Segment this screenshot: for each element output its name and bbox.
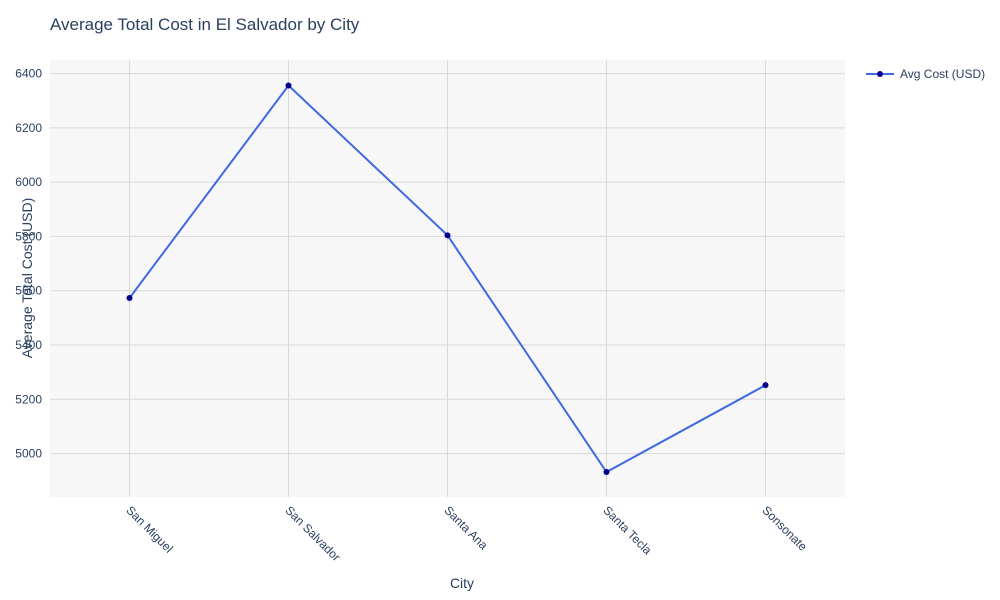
legend[interactable]: Avg Cost (USD)	[866, 67, 985, 81]
data-point[interactable]	[126, 295, 133, 302]
y-tick-label: 5200	[15, 392, 42, 406]
chart-title: Average Total Cost in El Salvador by Cit…	[50, 15, 360, 34]
y-tick-label: 5800	[15, 229, 42, 243]
y-axis-title: Average Total Cost (USD)	[19, 198, 35, 359]
data-point[interactable]	[285, 82, 292, 89]
x-axis-title: City	[450, 575, 474, 591]
series-markers	[126, 82, 769, 476]
y-tick-label: 5400	[15, 338, 42, 352]
y-axis-ticks: 5000 5200 5400 5600 5800 6000 6200 6400	[15, 67, 42, 461]
y-tick-label: 5600	[15, 284, 42, 298]
legend-marker-swatch	[877, 71, 883, 77]
y-tick-label: 6400	[15, 67, 42, 81]
data-point[interactable]	[762, 382, 769, 389]
data-point[interactable]	[444, 232, 451, 239]
legend-label: Avg Cost (USD)	[900, 67, 985, 81]
data-point[interactable]	[603, 469, 610, 476]
y-tick-label: 5000	[15, 447, 42, 461]
y-tick-label: 6200	[15, 121, 42, 135]
gridlines	[50, 60, 845, 497]
y-tick-label: 6000	[15, 175, 42, 189]
